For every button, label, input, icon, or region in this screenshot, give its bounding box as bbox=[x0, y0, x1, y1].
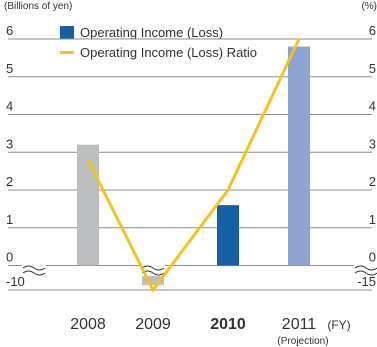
x-tick-note-2011: (Projection) bbox=[277, 336, 328, 347]
legend-label-line: Operating Income (Loss) Ratio bbox=[80, 44, 258, 60]
y-left-tick-label: 4 bbox=[6, 99, 13, 114]
legend-swatch-line bbox=[60, 50, 74, 54]
bar-2008 bbox=[77, 144, 99, 266]
axis-break-right bbox=[354, 265, 377, 271]
legend-item-bar: Operating Income (Loss) bbox=[60, 22, 257, 42]
x-tick-label-2010: 2010 bbox=[210, 316, 246, 333]
x-axis-unit-label: (FY) bbox=[327, 318, 350, 332]
axis-break-bar bbox=[141, 265, 165, 271]
y-right-unit-label: (%) bbox=[361, 1, 377, 12]
y-right-tick-label: 5 bbox=[369, 61, 376, 76]
y-left-tick-label: -10 bbox=[6, 274, 25, 289]
x-tick-label-2008: 2008 bbox=[70, 316, 106, 333]
legend-swatch-bar bbox=[60, 25, 74, 39]
axis-break-bar-mask bbox=[141, 264, 165, 276]
y-left-unit-label: (Billions of yen) bbox=[4, 1, 73, 12]
y-right-tick-label: -15 bbox=[357, 274, 376, 289]
ratio-point-2009 bbox=[152, 289, 154, 291]
ratio-point-2010 bbox=[227, 189, 229, 191]
y-left-tick-label: 6 bbox=[6, 23, 13, 38]
y-right-tick-label: 6 bbox=[369, 23, 376, 38]
ratio-line bbox=[86, 38, 301, 293]
y-right-tick-label: 4 bbox=[369, 99, 376, 114]
axis-break-right-mask bbox=[354, 264, 377, 276]
bar-2010 bbox=[217, 205, 239, 266]
ratio-point-2011 bbox=[298, 38, 300, 40]
legend-label-bar: Operating Income (Loss) bbox=[80, 24, 224, 40]
bar-2009 bbox=[142, 265, 164, 286]
axis-break-left-mask bbox=[22, 264, 46, 276]
legend: Operating Income (Loss) Operating Income… bbox=[60, 22, 257, 62]
y-right-tick-label: 1 bbox=[369, 212, 376, 227]
axis-break-bar bbox=[141, 270, 165, 276]
x-tick-label-2009: 2009 bbox=[135, 316, 171, 333]
y-left-tick-label: 2 bbox=[6, 174, 13, 189]
axis-break-left bbox=[22, 265, 46, 271]
y-left-tick-label: 1 bbox=[6, 212, 13, 227]
y-left-tick-label: 3 bbox=[6, 136, 13, 151]
x-tick-label-2011: 2011 bbox=[282, 316, 317, 333]
y-right-tick-label: 0 bbox=[369, 250, 376, 265]
axis-break-right bbox=[354, 270, 377, 276]
y-left-tick-label: 5 bbox=[6, 61, 13, 76]
legend-item-line: Operating Income (Loss) Ratio bbox=[60, 42, 257, 62]
y-right-tick-label: 2 bbox=[369, 174, 376, 189]
bar-2011 bbox=[288, 46, 310, 266]
y-left-tick-label: 0 bbox=[6, 250, 13, 265]
ratio-point-2008 bbox=[87, 159, 89, 161]
y-right-tick-label: 3 bbox=[369, 136, 376, 151]
axis-break-left bbox=[22, 270, 46, 276]
